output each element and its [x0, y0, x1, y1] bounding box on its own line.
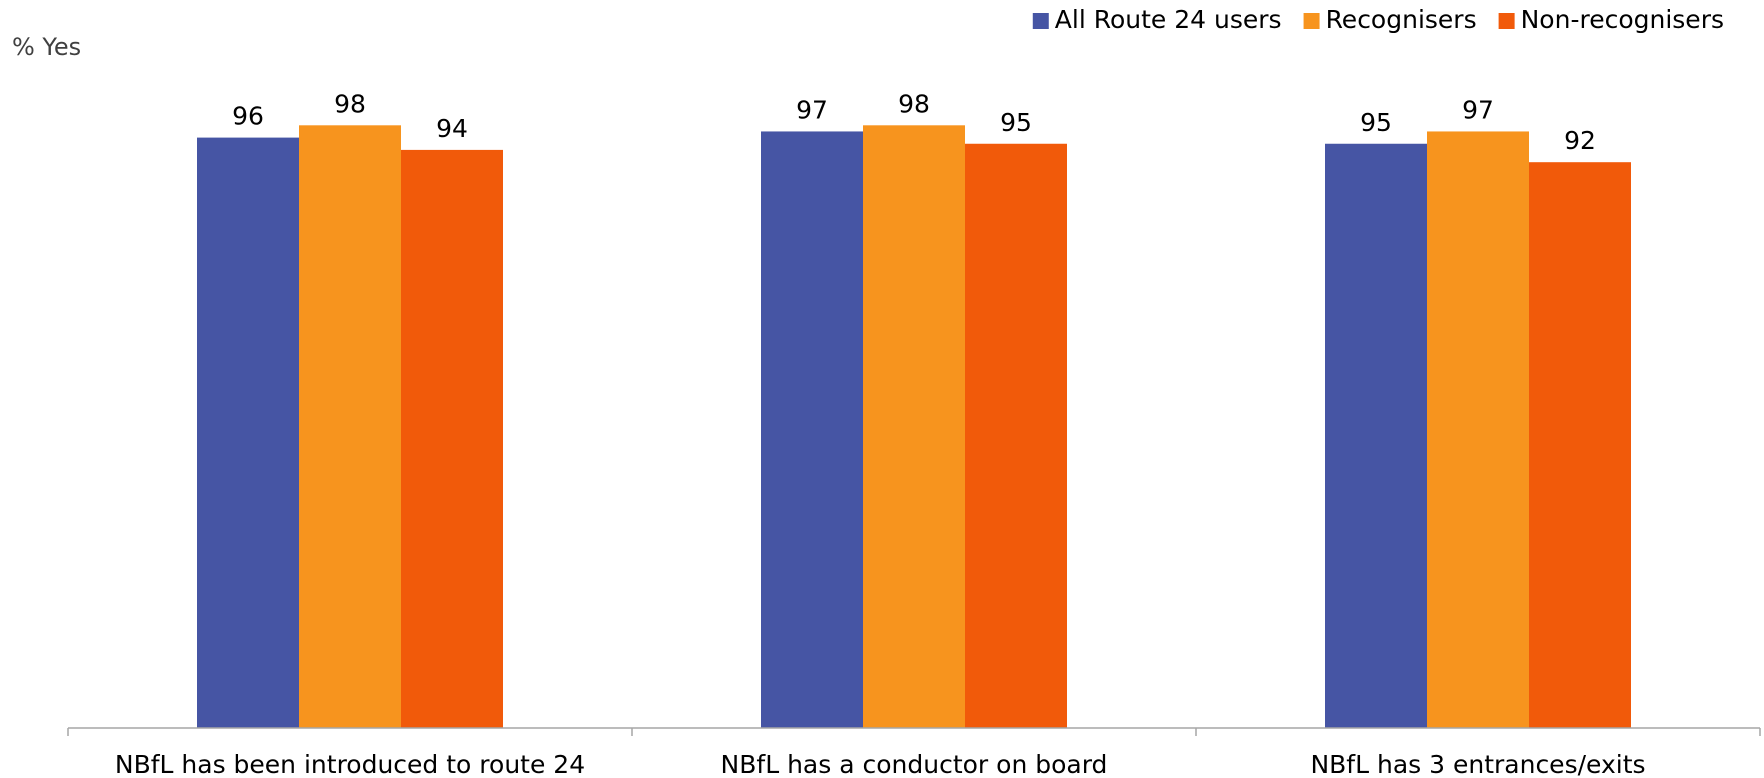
bar-all-route-24-users-2 [761, 131, 863, 728]
legend: All Route 24 users Recognisers Non-recogni… [1032, 5, 1724, 34]
value-label-recognisers-2: 98 [898, 89, 930, 118]
bars-group [197, 125, 1631, 729]
legend-swatch-recognisers [1303, 13, 1320, 29]
value-label-all-route-24-users-2: 97 [796, 95, 828, 124]
legend-item-non-recognisers: Non-recognisers [1498, 5, 1724, 34]
bar-recognisers-2 [863, 125, 965, 729]
x-axis [67, 727, 1761, 736]
value-labels-group: 96 98 94 97 98 95 95 97 92 [232, 89, 1596, 155]
legend-item-recognisers: Recognisers [1303, 5, 1477, 34]
value-label-all-route-24-users-3: 95 [1360, 108, 1392, 137]
bar-non-recognisers-1 [401, 149, 503, 728]
bar-recognisers-3 [1427, 131, 1529, 728]
value-label-non-recognisers-3: 92 [1564, 126, 1596, 155]
value-label-all-route-24-users-1: 96 [232, 102, 264, 131]
legend-item-all-route-24-users: All Route 24 users [1032, 5, 1282, 34]
bar-all-route-24-users-1 [197, 137, 299, 729]
category-label-3: NBfL has 3 entrances/exits [1310, 750, 1645, 778]
value-label-recognisers-1: 98 [334, 89, 366, 118]
category-label-1: NBfL has been introduced to route 24 [115, 750, 585, 778]
bar-non-recognisers-3 [1529, 162, 1631, 728]
bar-recognisers-1 [299, 125, 401, 729]
bar-all-route-24-users-3 [1325, 143, 1427, 728]
category-labels-group: NBfL has been introduced to route 24 NBfL… [115, 750, 1646, 778]
legend-label-non-recognisers: Non-recognisers [1521, 5, 1724, 34]
legend-swatch-non-recognisers [1498, 13, 1515, 29]
legend-label-recognisers: Recognisers [1326, 5, 1477, 34]
value-label-non-recognisers-1: 94 [436, 114, 468, 143]
bar-non-recognisers-2 [965, 143, 1067, 728]
legend-label-all-route-24-users: All Route 24 users [1055, 5, 1282, 34]
value-label-recognisers-3: 97 [1462, 95, 1494, 124]
y-axis-label: % Yes [12, 33, 81, 61]
category-label-2: NBfL has a conductor on board [721, 750, 1108, 778]
value-label-non-recognisers-2: 95 [1000, 108, 1032, 137]
legend-swatch-all-route-24-users [1032, 13, 1049, 29]
